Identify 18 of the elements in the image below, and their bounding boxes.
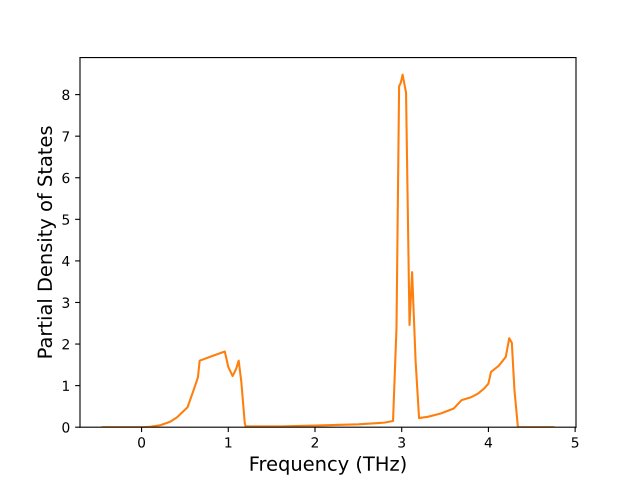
line-series xyxy=(102,74,554,428)
y-tick-label: 1 xyxy=(62,380,69,391)
y-tick-label: 2 xyxy=(62,339,69,350)
x-tick-label: 5 xyxy=(572,437,578,448)
y-tick-label: 5 xyxy=(62,214,70,225)
y-tick-label: 4 xyxy=(62,256,70,266)
y-axis-title: Partial Density of States xyxy=(37,126,56,358)
x-tick-label: 0 xyxy=(138,437,146,448)
y-tick-label: 3 xyxy=(62,297,70,308)
x-tick-label: 3 xyxy=(398,437,406,448)
y-tick-label: 7 xyxy=(62,131,70,142)
y-tick-label: 0 xyxy=(62,422,70,433)
y-tick-label: 8 xyxy=(62,90,70,100)
x-axis-title: Frequency (THz) xyxy=(250,456,406,475)
x-tick-label: 2 xyxy=(312,437,318,448)
x-tick-label: 4 xyxy=(484,437,492,448)
y-tick-label: 6 xyxy=(62,172,70,184)
x-tick-label: 1 xyxy=(225,437,232,448)
